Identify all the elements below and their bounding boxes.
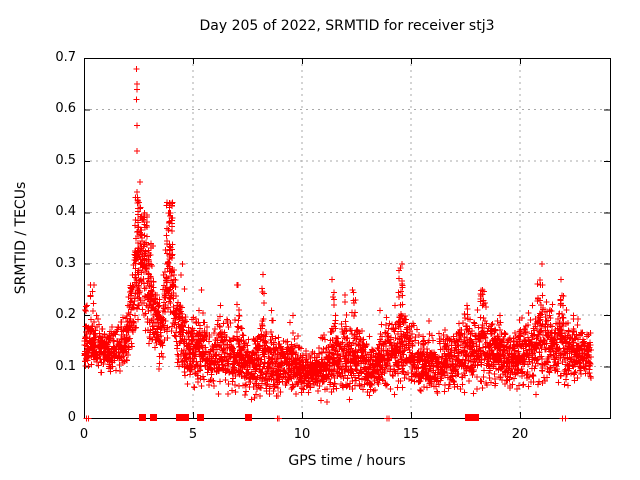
y-tick-label: 0.2 — [55, 307, 76, 323]
x-tick-label: 5 — [188, 427, 198, 442]
y-tick-label: 0.1 — [55, 358, 76, 374]
baseline-square-markers — [139, 414, 479, 421]
y-tick-label: 0.6 — [55, 101, 76, 117]
y-tick-label: 0.7 — [55, 50, 76, 65]
x-tick-label: 20 — [511, 427, 529, 442]
scatter-plus-markers — [81, 66, 594, 422]
y-tick-label: 0.4 — [55, 204, 76, 220]
x-axis-label: GPS time / hours — [288, 453, 406, 469]
x-tick-label: 0 — [79, 427, 89, 442]
y-tick-label: 0.3 — [55, 255, 76, 271]
plot-border — [84, 58, 611, 419]
chart-title: Day 205 of 2022, SRMTID for receiver stj… — [199, 18, 495, 34]
x-tick-label: 15 — [402, 427, 420, 442]
x-tick-label: 10 — [293, 427, 311, 442]
y-tick-label: 0 — [67, 410, 76, 425]
y-tick-label: 0.5 — [55, 152, 76, 168]
